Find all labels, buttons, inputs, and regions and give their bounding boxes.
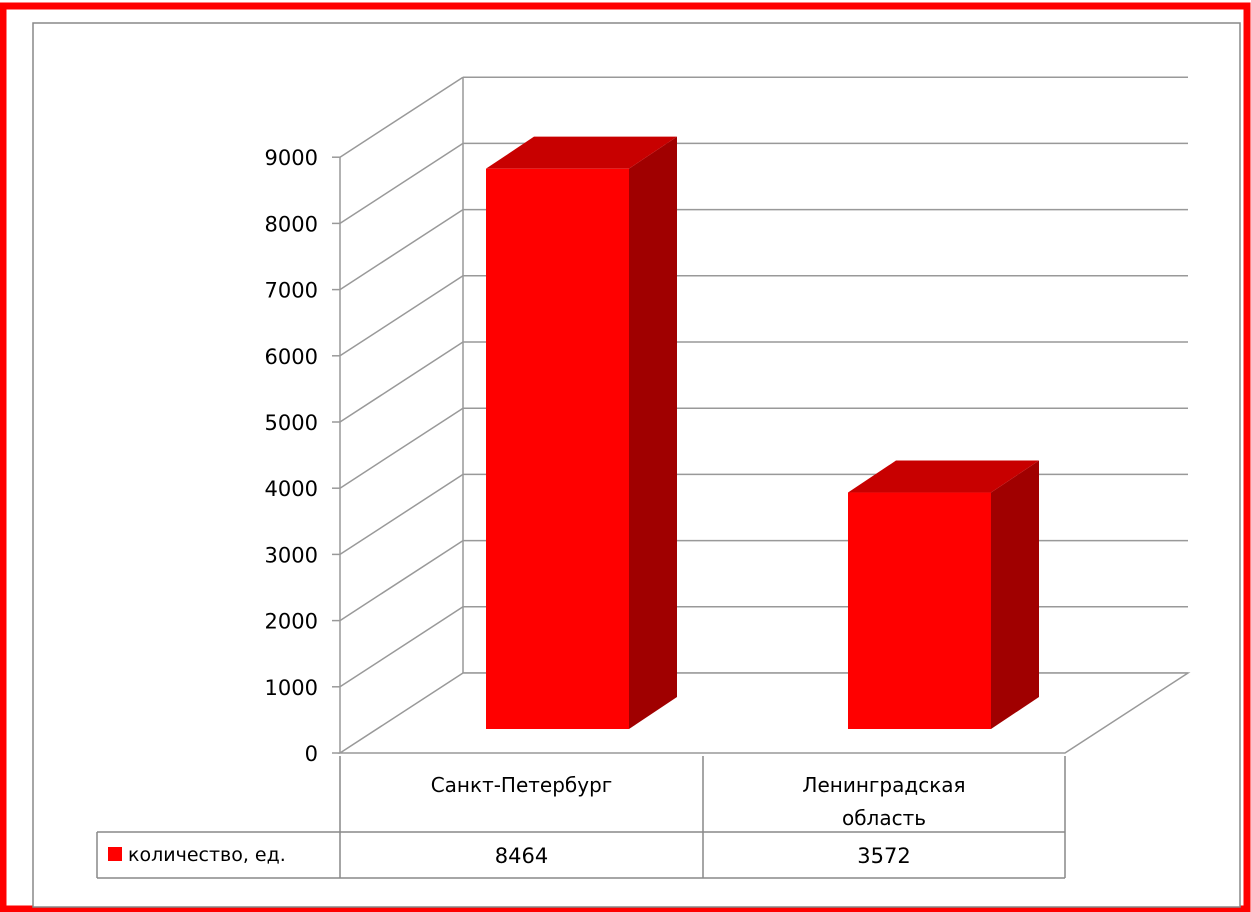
data-value-label: 3572 <box>857 844 910 868</box>
gridline-side <box>339 76 464 158</box>
bar-front <box>486 168 629 729</box>
y-tick-label: 5000 <box>265 411 318 435</box>
data-table: Санкт-Петербург Ленинградская область колич… <box>96 756 1066 879</box>
legend-swatch <box>108 847 122 861</box>
y-tick-label: 3000 <box>265 543 318 567</box>
legend-label: количество, ед. <box>128 844 286 866</box>
gridline-side <box>339 142 464 225</box>
chart-floor <box>337 672 1191 754</box>
gridline-side <box>339 606 464 688</box>
data-value-label: 8464 <box>495 844 548 868</box>
bars <box>486 136 1039 729</box>
bar-front <box>848 492 991 729</box>
y-tick-label: 2000 <box>265 610 318 634</box>
gridline-side <box>339 341 464 423</box>
bar-side <box>991 460 1039 729</box>
gridline-side <box>339 473 464 556</box>
y-tick-label: 7000 <box>265 279 318 303</box>
y-tick-label: 4000 <box>265 477 318 501</box>
bar-top <box>486 136 677 169</box>
y-tick-labels: 0 1000 2000 3000 4000 5000 6000 7000 8000 9000 <box>265 146 340 766</box>
gridline-side <box>339 407 464 489</box>
gridline-side <box>339 208 464 291</box>
y-tick-label: 1000 <box>265 676 318 700</box>
category-label: область <box>842 806 926 830</box>
bar-0 <box>486 136 677 729</box>
y-tick-label: 0 <box>305 742 318 766</box>
category-label: Ленинградская <box>802 773 965 797</box>
category-label: Санкт-Петербург <box>431 773 613 797</box>
y-tick-label: 8000 <box>265 212 318 236</box>
y-tick-label: 9000 <box>265 146 318 170</box>
bar-1 <box>848 460 1039 729</box>
gridline-side <box>339 539 464 622</box>
bar-side <box>629 136 677 729</box>
bar-top <box>848 460 1039 493</box>
gridline-side <box>339 275 464 357</box>
y-tick-label: 6000 <box>265 345 318 369</box>
